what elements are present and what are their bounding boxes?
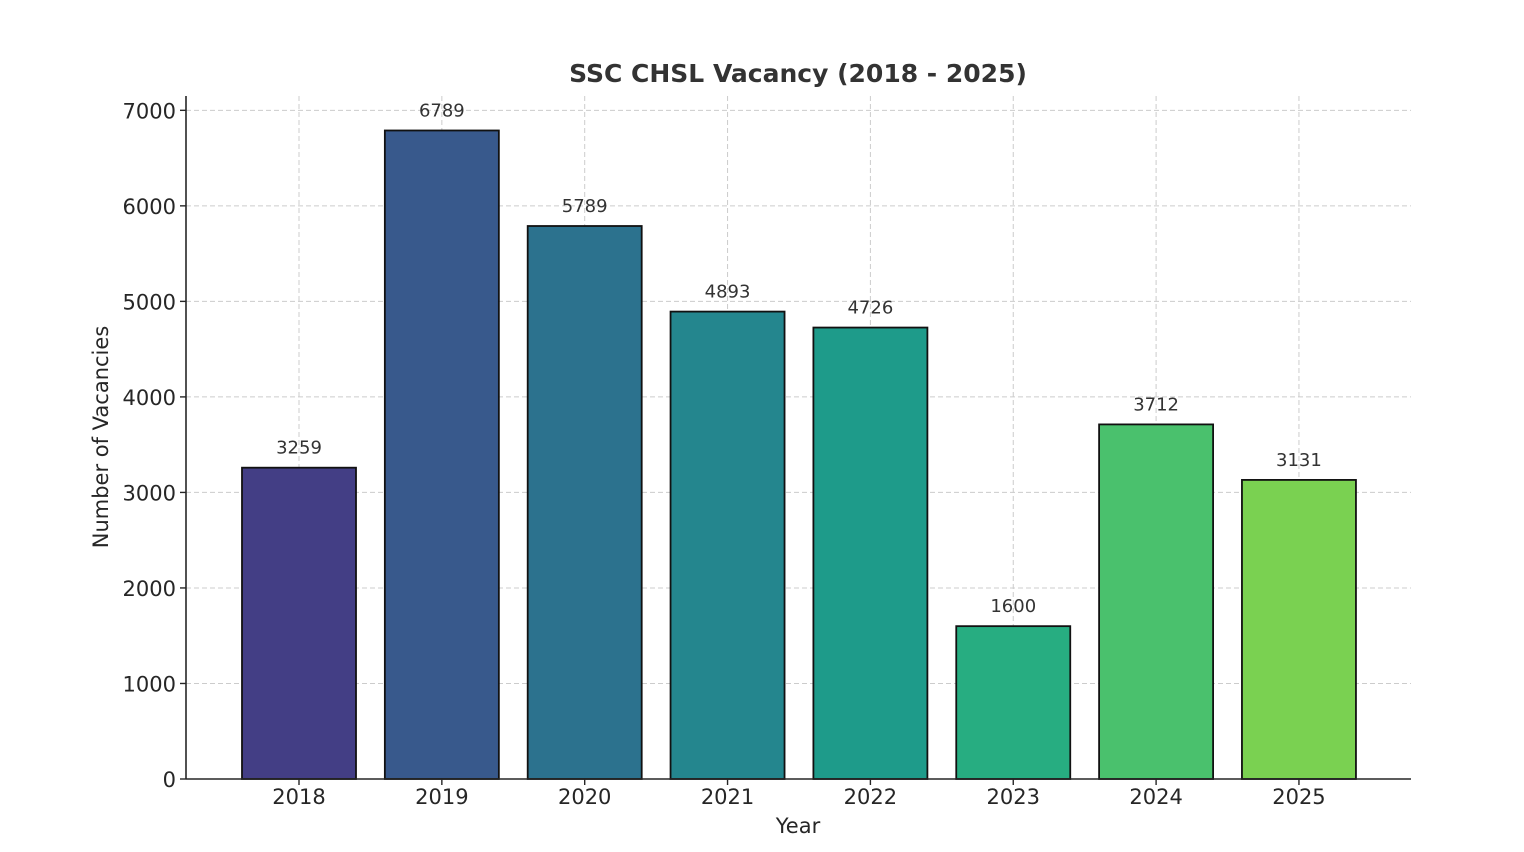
y-tick-label: 5000 (123, 290, 176, 314)
tick-labels: 0 1000 2000 3000 4000 5000 6000 7000 2018 2019 202… (123, 99, 1326, 809)
bar-2023 (955, 625, 1072, 780)
x-tick-label: 2018 (272, 785, 325, 809)
x-tick-label: 2024 (1129, 785, 1182, 809)
bars (241, 129, 1357, 780)
chart-title: SSC CHSL Vacancy (2018 - 2025) (569, 59, 1027, 88)
bar-2019 (383, 129, 500, 780)
y-tick-label: 6000 (123, 195, 176, 219)
axes (180, 96, 1411, 785)
bar-2018 (241, 466, 357, 780)
data-label-2025: 3131 (1276, 450, 1322, 471)
y-axis-label: Number of Vacancies (89, 326, 113, 549)
bar-2022 (812, 326, 929, 780)
x-tick-label: 2020 (558, 785, 611, 809)
y-tick-label: 7000 (123, 99, 176, 123)
grid-lines (186, 96, 1411, 780)
y-tick-label: 2000 (123, 577, 176, 601)
data-labels: 3259 6789 5789 4893 4726 1600 3712 3131 (276, 100, 1322, 617)
y-tick-label: 4000 (123, 386, 176, 410)
bar-2021 (669, 310, 786, 780)
y-tick-label: 0 (163, 768, 176, 792)
data-label-2023: 1600 (990, 596, 1036, 617)
x-tick-label: 2023 (987, 785, 1040, 809)
data-label-2022: 4726 (847, 298, 893, 319)
bar-2020 (526, 225, 643, 780)
x-axis-label: Year (775, 814, 821, 838)
data-label-2020: 5789 (562, 196, 608, 217)
x-tick-label: 2022 (844, 785, 897, 809)
data-label-2021: 4893 (705, 282, 751, 303)
data-label-2018: 3259 (276, 438, 322, 459)
y-tick-label: 1000 (123, 672, 176, 696)
data-label-2024: 3712 (1133, 394, 1179, 415)
x-tick-label: 2025 (1272, 785, 1325, 809)
y-tick-label: 3000 (123, 481, 176, 505)
x-tick-label: 2019 (415, 785, 468, 809)
x-tick-label: 2021 (701, 785, 754, 809)
bar-2024 (1098, 423, 1214, 780)
bar-2025 (1241, 479, 1357, 780)
data-label-2019: 6789 (419, 100, 465, 121)
